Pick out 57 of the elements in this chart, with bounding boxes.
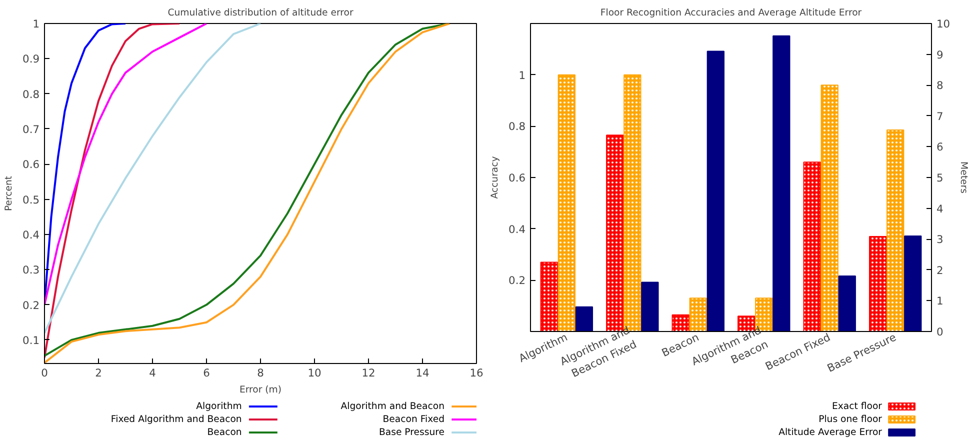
y2-tick-label: 10 [936, 18, 950, 30]
y-tick-label: 0.4 [22, 228, 40, 242]
chart-title: Floor Recognition Accuracies and Average Altitude Error [600, 8, 862, 18]
bar [772, 35, 790, 332]
legend-label: Algorithm and Beacon [340, 401, 445, 412]
chart-title: Cumulative distribution of altitude error [168, 8, 354, 18]
legend-label: Algorithm [196, 401, 242, 412]
y2-tick-label: 6 [936, 140, 944, 154]
y-tick-label: 0.9 [22, 52, 40, 66]
y-tick-label: 1 [32, 18, 40, 30]
bar [838, 276, 856, 332]
x-tick-label: 14 [416, 366, 430, 380]
y-tick-label: 0.2 [508, 274, 526, 288]
x-axis-title: Error (m) [239, 384, 282, 396]
bar [706, 50, 724, 332]
legend-label: Beacon [207, 427, 242, 438]
line-series [44, 24, 262, 334]
y2-tick-label: 3 [936, 233, 944, 246]
y-tick-label: 0.3 [22, 264, 40, 277]
y2-axis-title: Meters [958, 162, 970, 194]
y-axis-title: Accuracy [490, 156, 501, 199]
x-tick-label: 16 [470, 366, 484, 380]
y2-tick-label: 8 [936, 79, 944, 92]
y2-tick-label: 5 [936, 172, 944, 184]
y2-tick-label: 9 [936, 48, 944, 62]
x-tick-label: 0 [41, 366, 48, 380]
legend-label: Beacon Fixed [382, 414, 445, 425]
x-tick-label: 6 [203, 366, 210, 380]
legend-label: Plus one floor [818, 414, 882, 425]
line-series [44, 24, 208, 306]
y2-tick-label: 7 [936, 110, 944, 123]
x-tick-label: 12 [362, 366, 376, 380]
y-tick-label: 0.8 [22, 88, 40, 101]
y-tick-label: 0.4 [508, 222, 526, 236]
y-tick-label: 0.7 [22, 122, 40, 136]
y-tick-label: 0.5 [22, 193, 40, 206]
y-tick-label: 0.6 [22, 158, 40, 172]
bar [575, 306, 594, 332]
legend-label: Altitude Average Error [778, 427, 882, 438]
y-tick-label: 0.6 [508, 172, 526, 184]
legend-label: Base Pressure [378, 427, 445, 438]
x-tick-label: 10 [308, 366, 322, 380]
y-tick-label: 0.2 [22, 298, 40, 312]
x-tick-label: 2 [95, 366, 102, 380]
bar [641, 282, 659, 332]
y2-tick-label: 1 [936, 294, 944, 308]
legend-label: Fixed Algorithm and Beacon [110, 414, 242, 425]
y-tick-label: 1 [518, 68, 526, 82]
y-axis-title: Percent [4, 176, 15, 212]
x-tick-label: 8 [257, 366, 264, 380]
y2-tick-label: 4 [936, 202, 944, 216]
y-tick-label: 0.1 [22, 334, 40, 347]
legend-label: Exact floor [832, 401, 882, 412]
x-tick-label: 4 [149, 366, 156, 380]
y2-tick-label: 2 [936, 264, 944, 277]
line-series [44, 24, 180, 359]
y-tick-label: 0.8 [508, 120, 526, 134]
